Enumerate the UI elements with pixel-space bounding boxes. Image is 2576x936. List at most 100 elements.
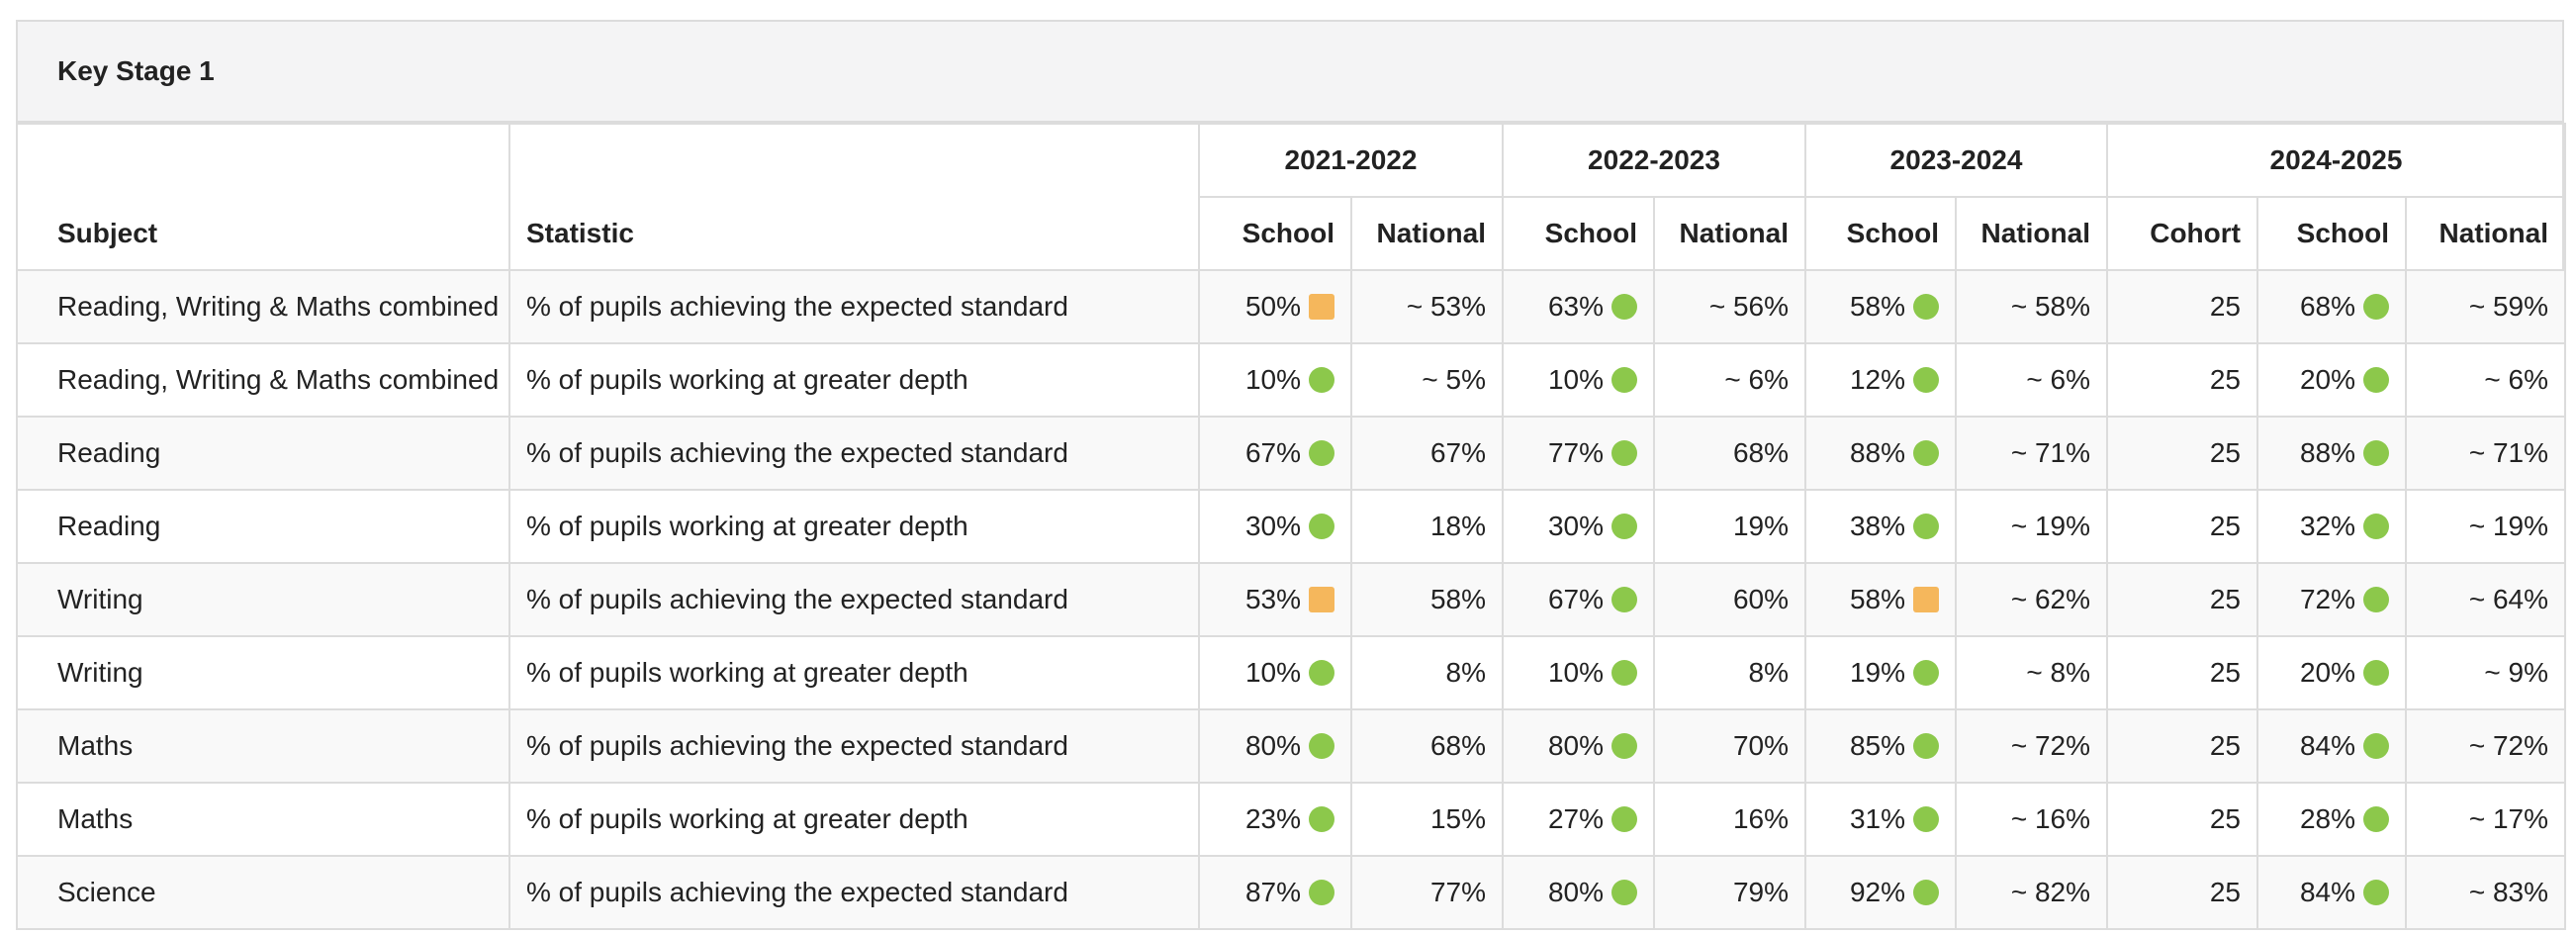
national-value-cell: ~ 9% (2405, 635, 2566, 710)
cohort-value-cell: 25 (2106, 855, 2258, 930)
school-column-header: School (1502, 196, 1655, 271)
school-value: 63% (1547, 291, 1604, 322)
green-circle-icon (2363, 806, 2389, 832)
year-header: 2021-2022 (1198, 123, 1504, 198)
school-value-cell: 80% (1198, 708, 1352, 784)
green-circle-icon (1611, 806, 1637, 832)
green-circle-icon (1913, 294, 1939, 320)
school-value-cell: 88% (2256, 416, 2407, 491)
school-value: 53% (1244, 584, 1301, 614)
school-column-header: School (1804, 196, 1957, 271)
school-value: 68% (2299, 291, 2355, 322)
green-circle-icon (1611, 660, 1637, 686)
national-value-cell: 67% (1350, 416, 1504, 491)
cohort-value-cell: 25 (2106, 562, 2258, 637)
green-circle-icon (1913, 367, 1939, 393)
national-value-cell: ~ 72% (1955, 708, 2108, 784)
national-value-cell: 19% (1653, 489, 1806, 564)
cohort-value-cell: 25 (2106, 489, 2258, 564)
school-value: 67% (1547, 584, 1604, 614)
national-value-cell: 8% (1653, 635, 1806, 710)
results-table: Subject Statistic 2021-2022 2022-2023 20… (16, 123, 2566, 930)
green-circle-icon (1611, 367, 1637, 393)
school-value: 80% (1244, 730, 1301, 761)
school-value: 31% (1849, 803, 1905, 834)
school-value-cell: 31% (1804, 782, 1957, 857)
green-circle-icon (1611, 294, 1637, 320)
school-value: 77% (1547, 437, 1604, 468)
subject-cell: Reading, Writing & Maths combined (16, 269, 510, 344)
school-value-cell: 84% (2256, 708, 2407, 784)
green-circle-icon (2363, 294, 2389, 320)
green-circle-icon (1611, 514, 1637, 539)
subject-cell: Maths (16, 782, 510, 857)
table-row: Writing% of pupils working at greater de… (16, 635, 2566, 710)
school-value-cell: 58% (1804, 269, 1957, 344)
national-value-cell: ~ 6% (1955, 342, 2108, 418)
green-circle-icon (1309, 806, 1334, 832)
cohort-value-cell: 25 (2106, 269, 2258, 344)
school-value: 10% (1547, 657, 1604, 688)
statistic-cell: % of pupils achieving the expected stand… (508, 708, 1200, 784)
statistic-cell: % of pupils working at greater depth (508, 342, 1200, 418)
green-circle-icon (1611, 733, 1637, 759)
national-value-cell: ~ 53% (1350, 269, 1504, 344)
table-row: Maths% of pupils achieving the expected … (16, 708, 2566, 784)
green-circle-icon (1611, 880, 1637, 905)
statistic-cell: % of pupils working at greater depth (508, 489, 1200, 564)
national-value-cell: 60% (1653, 562, 1806, 637)
national-value-cell: ~ 16% (1955, 782, 2108, 857)
green-circle-icon (1913, 660, 1939, 686)
national-value-cell: 15% (1350, 782, 1504, 857)
national-value-cell: 18% (1350, 489, 1504, 564)
school-column-header: School (1198, 196, 1352, 271)
table-row: Reading% of pupils achieving the expecte… (16, 416, 2566, 491)
school-value-cell: 88% (1804, 416, 1957, 491)
school-value-cell: 63% (1502, 269, 1655, 344)
green-circle-icon (1309, 733, 1334, 759)
table-row: Reading% of pupils working at greater de… (16, 489, 2566, 564)
school-value-cell: 30% (1502, 489, 1655, 564)
school-value: 87% (1244, 877, 1301, 907)
school-value-cell: 67% (1502, 562, 1655, 637)
national-value-cell: ~ 72% (2405, 708, 2566, 784)
national-value-cell: ~ 6% (1653, 342, 1806, 418)
cohort-value-cell: 25 (2106, 635, 2258, 710)
amber-square-icon (1309, 587, 1334, 612)
national-value-cell: 79% (1653, 855, 1806, 930)
national-value-cell: ~ 62% (1955, 562, 2108, 637)
national-value-cell: ~ 6% (2405, 342, 2566, 418)
national-value-cell: ~ 71% (2405, 416, 2566, 491)
school-value-cell: 84% (2256, 855, 2407, 930)
school-value-cell: 32% (2256, 489, 2407, 564)
school-value-cell: 80% (1502, 708, 1655, 784)
school-value: 80% (1547, 877, 1604, 907)
green-circle-icon (1913, 514, 1939, 539)
school-value: 58% (1849, 291, 1905, 322)
green-circle-icon (2363, 880, 2389, 905)
subject-cell: Reading (16, 489, 510, 564)
key-stage-panel: Key Stage 1 Subject Statistic 2021-2022 … (16, 20, 2566, 930)
statistic-cell: % of pupils achieving the expected stand… (508, 416, 1200, 491)
national-value-cell: ~ 17% (2405, 782, 2566, 857)
subject-cell: Writing (16, 635, 510, 710)
school-value-cell: 38% (1804, 489, 1957, 564)
school-value-cell: 27% (1502, 782, 1655, 857)
school-value: 19% (1849, 657, 1905, 688)
school-value: 72% (2299, 584, 2355, 614)
school-value-cell: 10% (1502, 635, 1655, 710)
year-header: 2023-2024 (1804, 123, 2108, 198)
statistic-cell: % of pupils working at greater depth (508, 635, 1200, 710)
amber-square-icon (1913, 587, 1939, 612)
table-row: Reading, Writing & Maths combined% of pu… (16, 342, 2566, 418)
school-value: 10% (1547, 364, 1604, 395)
statistic-cell: % of pupils achieving the expected stand… (508, 269, 1200, 344)
green-circle-icon (1309, 880, 1334, 905)
national-value-cell: ~ 19% (2405, 489, 2566, 564)
subject-cell: Science (16, 855, 510, 930)
national-value-cell: 68% (1653, 416, 1806, 491)
national-value-cell: 77% (1350, 855, 1504, 930)
school-value-cell: 80% (1502, 855, 1655, 930)
school-value-cell: 50% (1198, 269, 1352, 344)
school-value-cell: 12% (1804, 342, 1957, 418)
